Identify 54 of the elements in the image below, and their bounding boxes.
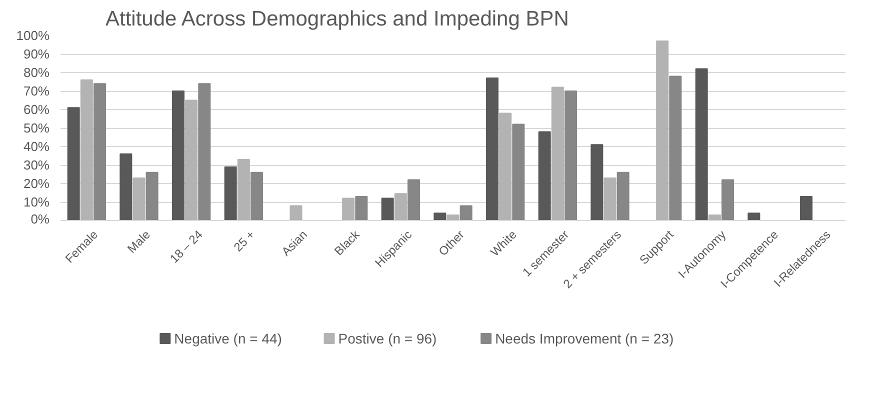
bar	[250, 172, 264, 220]
legend-label: Needs Improvement (n = 23)	[495, 330, 674, 346]
bar	[172, 90, 185, 220]
bar	[355, 196, 368, 220]
bar	[721, 179, 734, 220]
bar	[512, 124, 525, 220]
y-tick-label: 40%	[23, 139, 50, 154]
bar	[394, 193, 407, 220]
y-tick-label: 70%	[23, 84, 50, 98]
bar	[708, 214, 721, 220]
bar	[499, 112, 512, 220]
bar	[407, 179, 420, 220]
bar	[224, 166, 237, 220]
bar	[198, 83, 211, 220]
y-tick-label: 100%	[16, 28, 50, 43]
x-tick-label: 18 – 24	[167, 227, 206, 266]
bar	[486, 78, 499, 220]
legend-label: Negative (n = 44)	[174, 330, 282, 346]
bar	[656, 40, 669, 220]
bar	[342, 198, 355, 220]
bar	[669, 76, 682, 220]
y-tick-label: 90%	[23, 46, 50, 62]
bar	[132, 177, 146, 220]
bar	[695, 68, 708, 220]
bar	[616, 172, 630, 220]
y-tick-label: 0%	[30, 212, 50, 226]
bar	[446, 214, 460, 220]
bar	[146, 172, 158, 220]
bar	[381, 198, 394, 220]
bar	[120, 153, 132, 220]
x-tick-label: 25 +	[230, 228, 258, 254]
bar	[460, 205, 472, 220]
bar	[93, 83, 106, 220]
bar	[538, 131, 551, 220]
bar	[590, 144, 604, 220]
bar	[290, 205, 302, 220]
bar	[551, 86, 564, 220]
bar	[67, 107, 80, 220]
y-tick-label: 80%	[23, 65, 50, 80]
bar	[80, 79, 93, 220]
bar	[185, 100, 198, 220]
bar	[434, 212, 446, 220]
y-tick-label: 20%	[23, 176, 50, 191]
bar	[748, 212, 760, 220]
y-tick-label: 10%	[23, 194, 50, 210]
bar	[604, 177, 616, 220]
chart-title: Attitude Across Demographics and Impeding BPN	[106, 8, 569, 30]
legend-label: Postive (n = 96)	[338, 330, 437, 346]
y-tick-label: 60%	[23, 102, 50, 117]
y-tick-label: 30%	[23, 158, 50, 172]
bar	[237, 158, 250, 220]
bar	[800, 196, 813, 220]
y-tick-label: 50%	[23, 120, 50, 136]
bar	[564, 90, 578, 220]
